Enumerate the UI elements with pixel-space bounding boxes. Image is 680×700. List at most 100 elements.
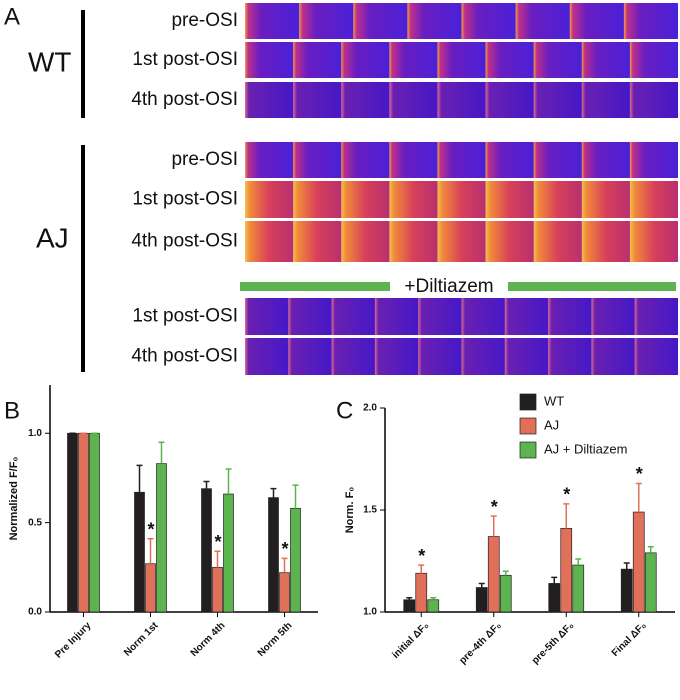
kymograph-frame [591,298,635,335]
x-tick-label: Norm 4th [189,620,228,659]
bar [89,432,100,613]
row-label: 4th post-OSI [131,89,238,110]
bar [212,566,223,613]
bar [487,536,500,613]
error-bar [551,576,558,584]
kymograph-frame [288,338,332,375]
kymograph-frame [485,181,534,218]
legend-label: WT [544,393,564,408]
kymograph-frame [245,181,294,218]
kymograph-frame [245,82,294,118]
kymograph-frame [591,338,635,375]
bar [279,572,290,613]
error-bar [225,468,232,495]
kymograph-frame [245,3,300,39]
kymograph-frame [581,82,630,118]
error-bar [478,582,485,588]
significance-mark: * [147,519,154,539]
y-tick-label: 0.0 [28,607,42,618]
kymograph-frame [437,82,486,118]
kymograph-frame [485,221,534,262]
kymograph-frame [623,3,678,39]
error-bar [418,564,425,574]
group-label: AJ [36,222,69,253]
kymograph-frame [634,298,678,335]
kymograph-frame [437,142,486,178]
kymograph-frame [341,181,390,218]
kymograph-frame [515,3,570,39]
kymograph-frame [533,142,582,178]
error-bar [430,596,437,600]
row-label: 4th post-OSI [131,231,238,252]
kymograph-frame [331,298,375,335]
kymograph-frame [461,3,516,39]
kymograph-frame [629,221,678,262]
kymograph-frame [389,42,438,78]
error-bar [270,487,277,498]
kymograph-frame [418,298,462,335]
kymograph-frame [389,142,438,178]
kymograph-frame [504,338,549,375]
kymograph-frame [407,3,462,39]
y-tick-label: 2.0 [363,403,377,414]
bar [134,491,145,613]
kymograph-frame [293,42,342,78]
significance-mark: * [491,497,498,517]
y-axis-label: Normalized F/F₀ [8,457,20,541]
kymograph-frame [533,42,582,78]
significance-mark: * [636,464,643,484]
treatment-label: +Diltiazem [404,276,493,297]
error-bar [203,480,210,489]
treatment-bar [508,282,676,291]
kymograph-frame [485,42,534,78]
kymograph-frame [341,221,390,262]
kymograph-frame [389,82,438,118]
kymograph-frame [629,181,678,218]
kymograph-frame [461,338,505,375]
error-bar [647,545,654,553]
x-tick-label: Pre Injury [53,620,94,661]
legend-swatch [519,417,537,435]
kymograph-frame [504,298,549,335]
row-label: 4th post-OSI [131,346,238,367]
bar [403,599,416,613]
bar [145,563,156,613]
error-bar [490,515,497,537]
row-label: pre-OSI [171,10,238,31]
x-tick-label: pre-4th ΔF₀ [457,620,503,666]
kymograph-frame [245,298,289,335]
bar [290,507,301,613]
bar [156,463,167,613]
bar [644,552,657,613]
bar [475,587,488,613]
treatment-bar [240,282,390,291]
kymograph-frame [341,82,390,118]
kymograph-frame [629,82,678,118]
error-bar [158,441,165,464]
chart-c: C Norm. F₀ 1.0 1.5 2.0 initial ΔF₀ * pre-4th ΔF… [336,393,675,667]
bar [572,564,585,613]
bar [632,511,645,613]
y-tick-label: 0.5 [28,517,42,528]
kymograph-frame [485,82,534,118]
y-tick-label: 1.0 [28,428,42,439]
error-bar [575,558,582,566]
error-bar [214,550,221,568]
bar [620,568,633,613]
kymograph-frame [293,181,342,218]
bar [67,432,78,613]
kymograph-frame [548,338,592,375]
significance-mark: * [214,532,221,552]
kymograph-frame [533,82,582,118]
kymograph-frame [389,181,438,218]
panel-label: B [4,397,20,424]
bar [415,572,428,613]
error-bar [563,503,570,529]
significance-mark: * [563,485,570,505]
kymograph-frame [437,221,486,262]
kymograph-frame [374,298,419,335]
error-bar [635,482,642,513]
legend-label: AJ + Diltiazem [544,441,627,456]
row-label: 1st post-OSI [132,306,238,327]
panel-label: C [336,397,353,424]
